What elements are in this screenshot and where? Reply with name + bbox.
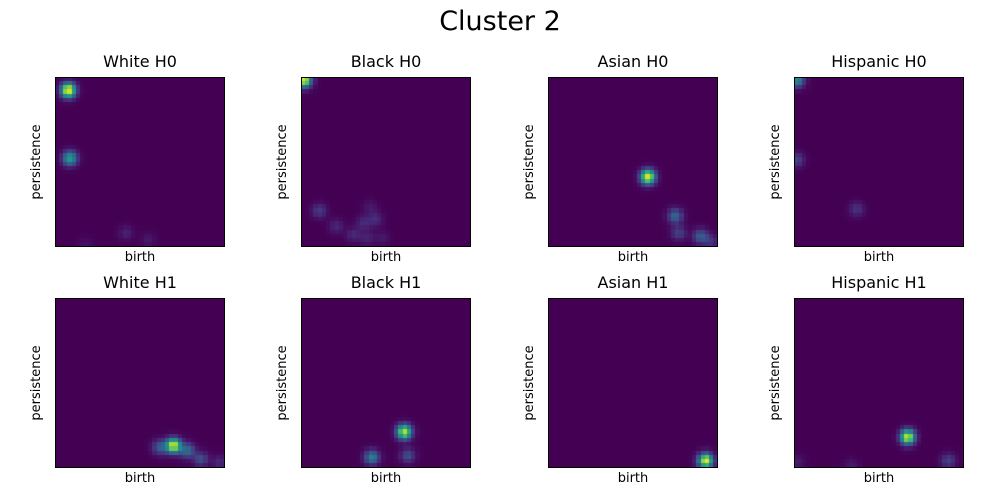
y-axis-label: persistence (522, 345, 537, 421)
y-axis-label: persistence (768, 124, 783, 200)
y-axis-label: persistence (29, 345, 44, 421)
heatmap-canvas (301, 77, 471, 247)
panel-title: Asian H1 (597, 273, 669, 292)
x-axis-label: birth (863, 471, 895, 486)
x-axis-label: birth (617, 471, 649, 486)
heatmap-canvas (55, 77, 225, 247)
heatmap-canvas (301, 298, 471, 468)
x-axis-label: birth (370, 471, 402, 486)
heatmap-panel-black-h0: Black H0 birth persistence (275, 52, 471, 265)
heatmap-panel-hispanic-h1: Hispanic H1 birth persistence (768, 273, 964, 486)
panel-title: Hispanic H0 (831, 52, 927, 71)
x-axis-label: birth (863, 250, 895, 265)
heatmap-canvas (55, 298, 225, 468)
heatmap-panel-black-h1: Black H1 birth persistence (275, 273, 471, 486)
x-axis-label: birth (617, 250, 649, 265)
x-axis-label: birth (124, 471, 156, 486)
y-axis-label: persistence (275, 124, 290, 200)
panel-title: White H1 (103, 273, 177, 292)
panel-title: Black H1 (350, 273, 422, 292)
heatmap-canvas (548, 77, 718, 247)
heatmap-canvas (794, 298, 964, 468)
y-axis-label: persistence (768, 345, 783, 421)
panel-title: Hispanic H1 (831, 273, 927, 292)
heatmap-panel-hispanic-h0: Hispanic H0 birth persistence (768, 52, 964, 265)
figure-title: Cluster 2 (439, 6, 561, 37)
x-axis-label: birth (370, 250, 402, 265)
heatmap-panel-asian-h1: Asian H1 birth persistence (522, 273, 718, 486)
x-axis-label: birth (124, 250, 156, 265)
y-axis-label: persistence (29, 124, 44, 200)
panel-title: Asian H0 (597, 52, 669, 71)
y-axis-label: persistence (522, 124, 537, 200)
heatmap-canvas (794, 77, 964, 247)
panel-title: Black H0 (350, 52, 422, 71)
heatmap-canvas (548, 298, 718, 468)
heatmap-panel-white-h0: White H0 birth persistence (29, 52, 225, 265)
panel-title: White H0 (103, 52, 177, 71)
y-axis-label: persistence (275, 345, 290, 421)
heatmap-panel-asian-h0: Asian H0 birth persistence (522, 52, 718, 265)
heatmap-panel-white-h1: White H1 birth persistence (29, 273, 225, 486)
